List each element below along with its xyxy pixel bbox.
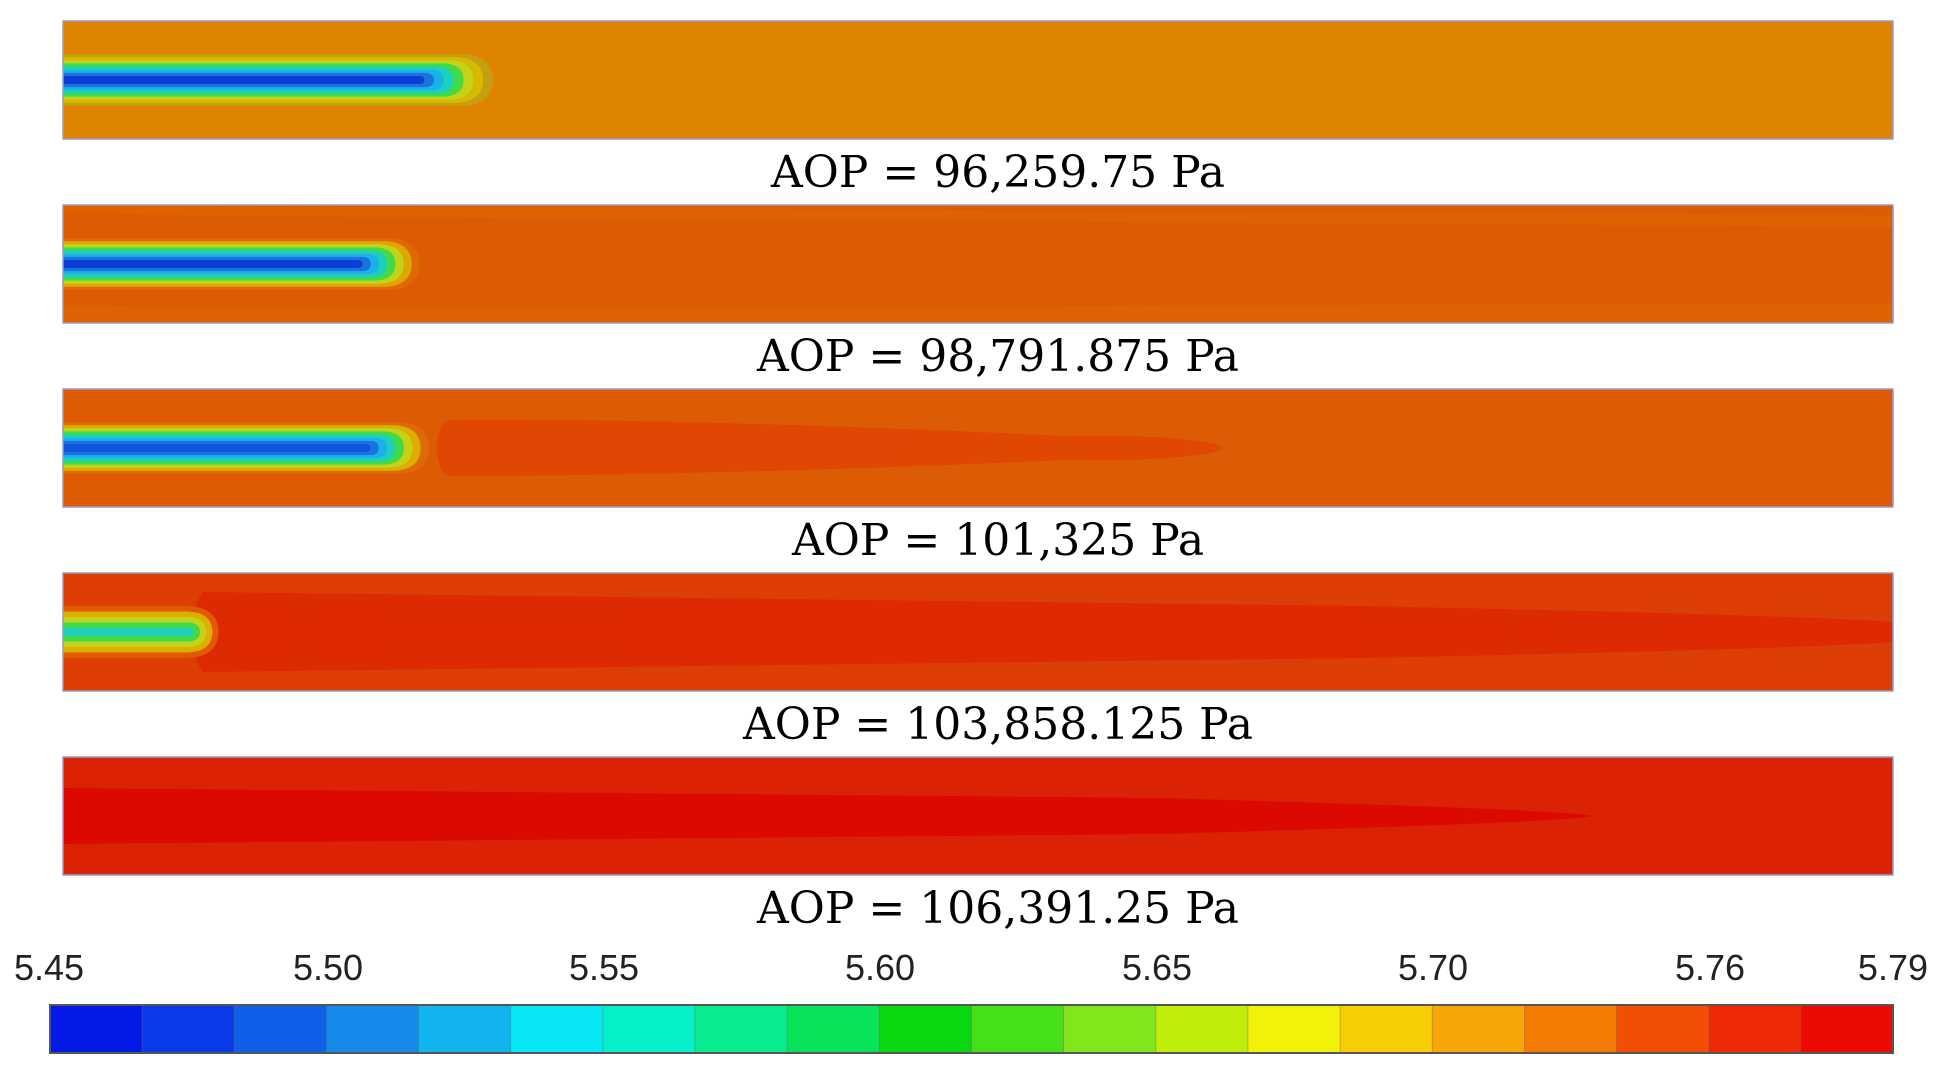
colorbar-segment-12 [1063,1005,1157,1053]
colorbar-tick-label: 5.50 [293,947,363,988]
contour-panel-3 [62,388,1894,508]
plume-contour-8 [63,76,425,84]
colorbar-tick-labels: 5.45 5.50 5.55 5.60 5.65 5.70 5.76 5.79 [14,947,1928,988]
panel-labels: AOP = 96,259.75 Pa AOP = 98,791.875 Pa AOP… [742,147,1253,934]
panel-label-4: AOP = 103,858.125 Pa [742,699,1253,750]
concentration-band [191,592,1893,672]
colorbar-frame [49,1004,1894,1054]
colorbar-tick-label: 5.76 [1675,947,1745,988]
colorbar-segment-17 [1524,1005,1618,1053]
contour-panels [62,20,1894,876]
colorbar-segment-4 [326,1005,420,1053]
colorbar-tick-label: 5.79 [1858,947,1928,988]
colorbar [49,1004,1894,1054]
colorbar-segment-13 [1155,1005,1249,1053]
panel-label-1: AOP = 96,259.75 Pa [770,147,1225,198]
colorbar-segment-11 [971,1005,1065,1053]
panel-label-3: AOP = 101,325 Pa [791,515,1204,566]
panel-border [62,20,1894,140]
contour-panel-4 [62,572,1894,692]
colorbar-segment-16 [1432,1005,1525,1053]
colorbar-tick-label: 5.55 [569,947,639,988]
colorbar-tick-label: 5.45 [14,947,84,988]
colorbar-segment-19 [1708,1005,1802,1053]
panel-label-2: AOP = 98,791.875 Pa [756,331,1239,382]
concentration-band [63,788,1593,844]
panel-border [62,204,1894,324]
colorbar-segment-10 [879,1005,972,1053]
concentration-band [63,205,1893,227]
colorbar-segment-5 [418,1005,512,1053]
colorbar-segment-14 [1247,1005,1341,1053]
colorbar-segment-7 [602,1005,696,1053]
plume-contour-8 [63,260,363,268]
contour-panel-1 [62,20,1894,140]
colorbar-segment-6 [510,1005,604,1053]
colorbar-segment-18 [1616,1005,1710,1053]
panel-label-5: AOP = 106,391.25 Pa [756,883,1239,934]
panel-border [62,388,1894,508]
plume-contour-5 [63,628,194,636]
colorbar-tick-label: 5.70 [1398,947,1468,988]
colorbar-segment-8 [695,1005,788,1053]
colorbar-tick-label: 5.65 [1122,947,1192,988]
concentration-band [436,419,1223,476]
contour-panel-2 [62,204,1894,324]
colorbar-segment-2 [142,1005,235,1053]
concentration-band [63,303,1893,323]
plume-contour-8 [63,444,371,452]
panel-border [62,572,1894,692]
panel-border [62,756,1894,876]
colorbar-tick-label: 5.60 [845,947,915,988]
colorbar-segment-9 [787,1005,880,1053]
colorbar-segment-1 [50,1005,143,1053]
colorbar-segment-15 [1340,1005,1433,1053]
contour-panel-5 [62,756,1894,876]
colorbar-segment-3 [234,1005,327,1053]
colorbar-segment-20 [1800,1005,1894,1053]
